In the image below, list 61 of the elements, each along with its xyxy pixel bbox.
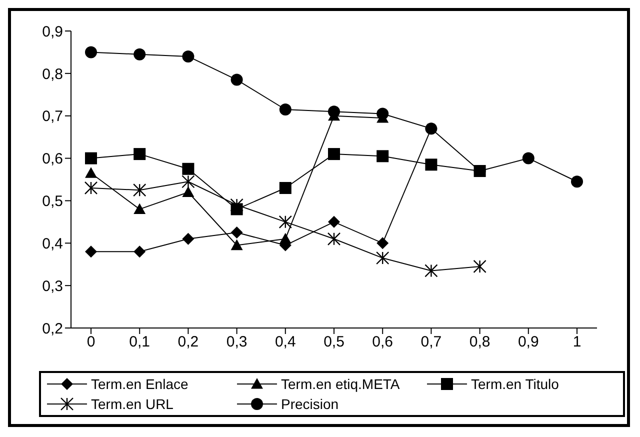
y-tick-label: 0,5: [42, 193, 63, 210]
point: [182, 175, 195, 188]
point: [230, 226, 243, 239]
y-tick-label: 0,4: [42, 235, 63, 252]
y-tick-label: 0,8: [42, 66, 63, 83]
y-tick-label: 0,9: [42, 23, 63, 40]
point: [134, 246, 146, 258]
point: [376, 108, 389, 120]
x-tick-label: 0,8: [469, 334, 490, 351]
point: [522, 152, 534, 164]
point: [182, 232, 194, 245]
point: [279, 232, 292, 244]
point: [230, 239, 243, 250]
point: [328, 106, 340, 118]
x-tick-label: 1: [572, 334, 582, 351]
x-tick-label: 0,9: [518, 334, 539, 351]
point: [424, 264, 438, 278]
point: [278, 215, 292, 229]
point: [85, 167, 97, 178]
point: [133, 184, 146, 197]
point: [182, 50, 194, 62]
point: [279, 103, 292, 116]
point: [328, 148, 340, 160]
x-tick-label: 0,6: [372, 334, 394, 351]
point: [328, 216, 340, 228]
point: [376, 251, 390, 265]
point: [182, 162, 194, 175]
x-tick-label: 0,5: [324, 334, 344, 351]
point: [85, 246, 97, 258]
legend-label: Term.en Titulo: [471, 376, 559, 392]
point: [85, 152, 97, 164]
point: [85, 46, 97, 58]
x-tick-label: 0,4: [274, 334, 296, 351]
x-tick-label: 0: [86, 334, 96, 351]
legend-label: Precision: [281, 396, 339, 412]
point: [425, 158, 438, 171]
point: [376, 150, 389, 162]
point: [376, 237, 389, 250]
point: [84, 181, 98, 195]
point: [230, 198, 244, 212]
point: [230, 74, 243, 86]
point: [327, 232, 341, 246]
point: [134, 48, 146, 60]
y-tick-label: 0,7: [42, 108, 63, 126]
x-tick-label: 0,2: [178, 334, 199, 351]
point: [425, 122, 438, 135]
y-tick-label: 0,2: [42, 320, 63, 338]
x-tick-label: 0,3: [226, 334, 248, 351]
legend-label: Term.en etiq.META: [281, 376, 400, 392]
point: [134, 203, 146, 214]
y-tick-label: 0,6: [42, 150, 63, 168]
y-tick-label: 0,3: [42, 278, 63, 295]
point: [571, 176, 583, 188]
x-tick-label: 0,7: [420, 334, 442, 351]
legend-label: Term.en URL: [91, 396, 174, 412]
point: [473, 260, 486, 274]
point: [134, 148, 146, 160]
x-tick-label: 0,1: [129, 334, 150, 351]
legend-label: Term.en Enlace: [91, 376, 188, 392]
point: [182, 186, 194, 198]
point: [279, 182, 292, 194]
